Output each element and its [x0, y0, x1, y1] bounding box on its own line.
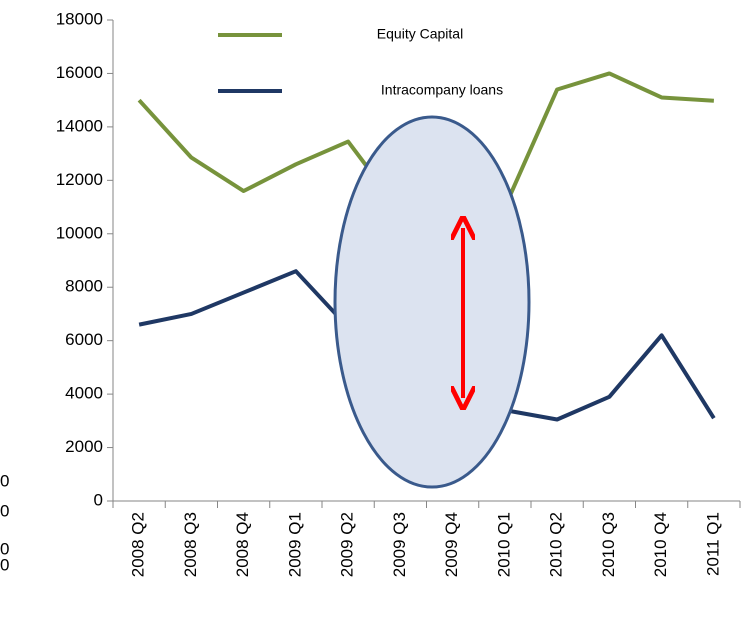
y-tick-label: 16000: [56, 63, 103, 82]
y-tick-label: 14000: [56, 116, 103, 135]
x-tick-label: 2010 Q1: [494, 512, 513, 577]
x-tick-label: 2009 Q2: [338, 512, 357, 577]
y-tick-label: 6000: [65, 330, 103, 349]
y-tick-label: 2000: [65, 437, 103, 456]
y-tick-label: 8000: [65, 277, 103, 296]
x-tick-label: 2008 Q3: [181, 512, 200, 577]
stray-labels: 0000: [0, 471, 9, 574]
x-tick-label: 2009 Q3: [390, 512, 409, 577]
y-tick-label: 4000: [65, 384, 103, 403]
legend-label: Intracompany loans: [381, 82, 503, 98]
stray-label: 0: [0, 539, 9, 558]
y-tick-label: 12000: [56, 170, 103, 189]
y-tick-label: 0: [94, 490, 103, 509]
x-tick-label: 2008 Q4: [233, 512, 252, 577]
x-tick-label: 2010 Q2: [547, 512, 566, 577]
stray-label: 0: [0, 501, 9, 520]
x-tick-label: 2010 Q4: [651, 512, 670, 577]
x-tick-label: 2009 Q1: [285, 512, 304, 577]
x-tick-label: 2008 Q2: [129, 512, 148, 577]
y-tick-label: 18000: [56, 9, 103, 28]
x-tick-label: 2010 Q3: [599, 512, 618, 577]
x-tick-label: 2009 Q4: [442, 512, 461, 577]
stray-label: 0: [0, 471, 9, 490]
legend-label: Equity Capital: [377, 26, 463, 42]
y-tick-label: 10000: [56, 223, 103, 242]
x-tick-label: 2011 Q1: [703, 512, 722, 576]
highlight-ellipse: [333, 115, 531, 489]
stray-label: 0: [0, 555, 9, 574]
